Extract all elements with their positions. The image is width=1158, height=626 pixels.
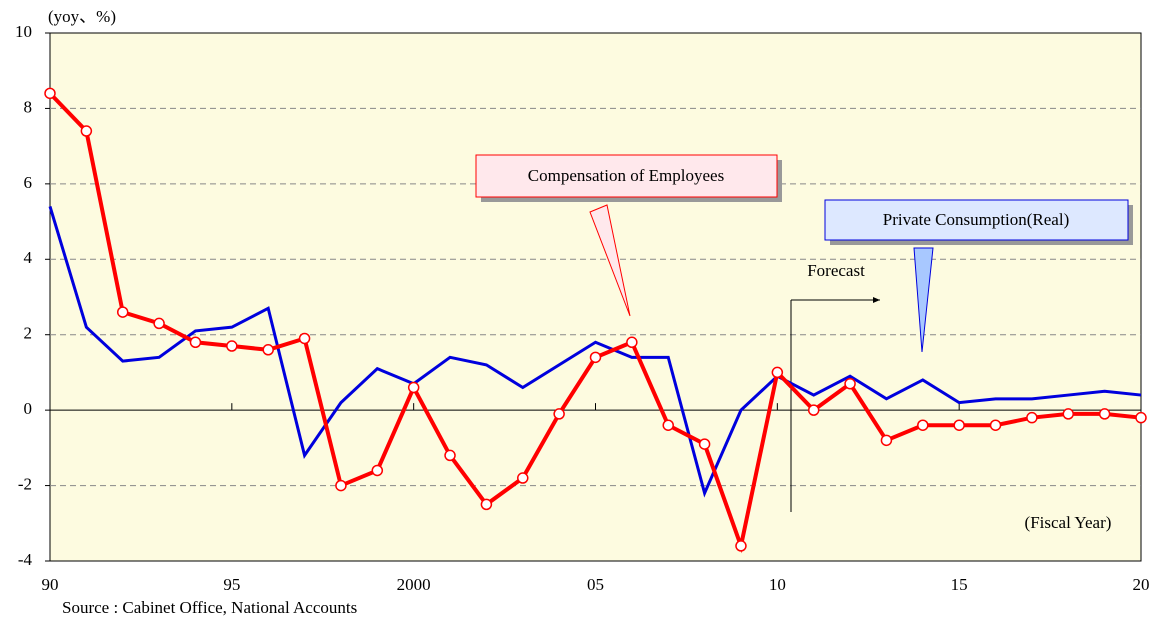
data-point [116,306,129,318]
y-axis-title: (yoy、%) [48,7,116,26]
legend-box [824,199,1129,241]
data-point [553,408,565,420]
data-point [626,336,638,349]
x-tick-label: 10 [769,575,786,594]
y-tick-label: 2 [24,324,33,343]
x-tick-label: 90 [42,575,59,594]
data-point [1135,411,1147,424]
data-point [153,317,165,330]
data-point [807,404,820,416]
source: Source : Cabinet Office, National Accoun… [62,598,357,617]
legend-label: Private Consumption(Real) [883,210,1070,229]
data-point [44,87,56,100]
data-point [226,340,238,352]
plot-area [49,32,1142,562]
x-tick-label: 95 [223,575,240,594]
y-tick-label: 8 [24,97,33,116]
data-point [189,336,202,349]
legend-label: Compensation of Employees [528,166,724,185]
x-tick-label: 2000 [397,575,431,594]
data-point [480,498,493,511]
data-point [517,472,529,484]
data-point [298,332,311,345]
y-tick-label: 4 [24,248,33,267]
y-tick-label: -4 [18,550,33,569]
data-point [989,419,1002,431]
data-point [880,434,893,447]
data-point [1062,408,1075,420]
data-point [1026,411,1038,424]
y-tick-label: 6 [24,173,33,192]
data-point [735,540,747,552]
data-point [771,366,784,379]
legend-box [475,154,778,198]
data-point [917,419,929,431]
data-point [262,344,274,356]
data-point [662,419,674,431]
callout-pointer [589,204,631,317]
data-point [407,381,420,394]
data-point [953,419,965,431]
data-point [589,351,602,364]
data-point [698,438,711,450]
callout-pointer [913,247,934,353]
x-tick-label: 20 [1133,575,1150,594]
forecast-label: Forecast [807,261,865,280]
x-tick-label: 15 [951,575,968,594]
data-point [1098,408,1111,420]
y-tick-label: -2 [18,474,32,493]
data-point [335,479,347,492]
data-point [844,377,856,390]
y-tick-label: 0 [24,399,33,418]
data-point [80,125,93,137]
data-point [371,464,384,477]
x-tick-label: 05 [587,575,604,594]
x-axis-title: (Fiscal Year) [1025,513,1112,532]
data-point [444,449,456,462]
y-tick-label: 10 [15,22,32,41]
series-line [48,206,1142,498]
